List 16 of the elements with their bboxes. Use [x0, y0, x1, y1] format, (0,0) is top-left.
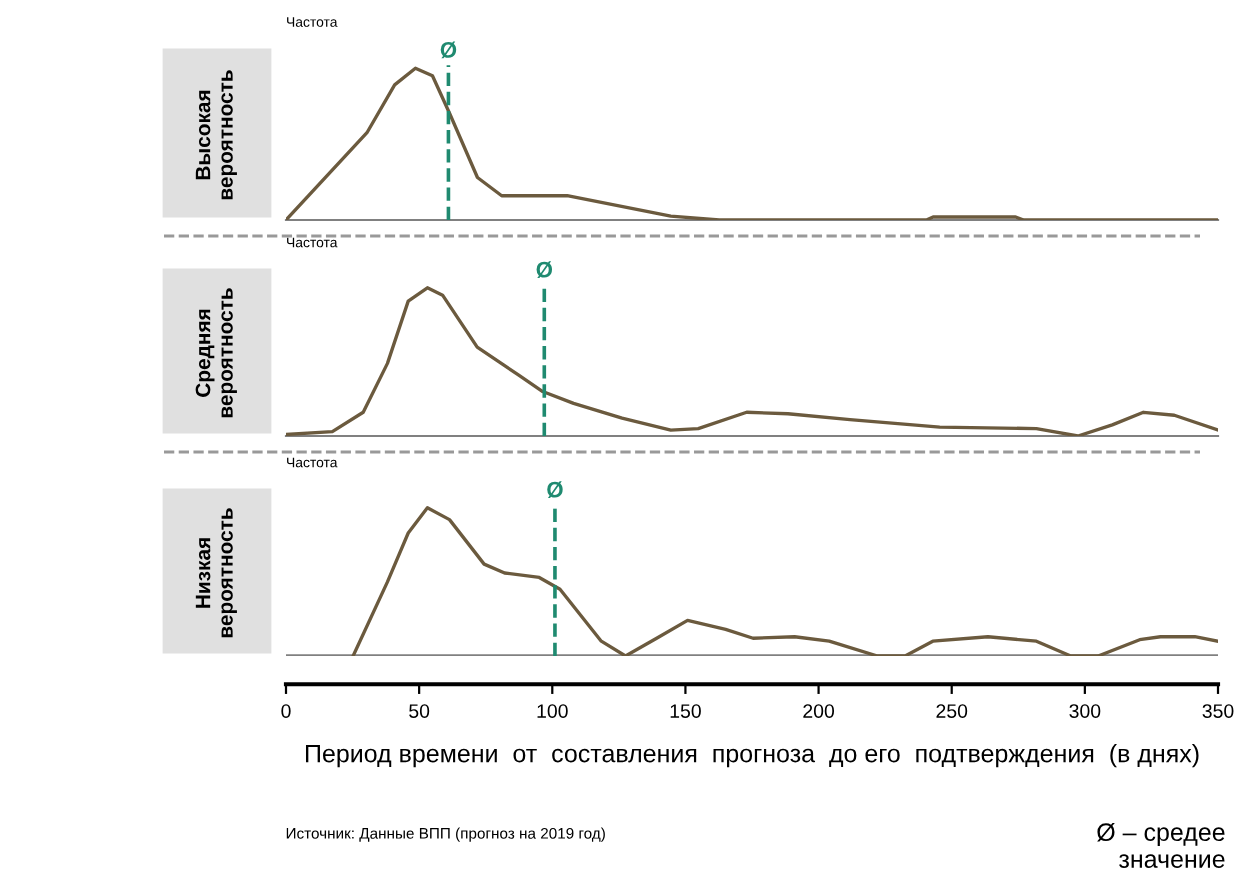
text: Средняя вероятность: [195, 288, 237, 418]
text: Низкая вероятность: [195, 508, 237, 638]
x-tick-label: 250: [936, 704, 968, 718]
x-tick-label: 100: [537, 704, 568, 718]
x-tick-label: 350: [1202, 704, 1234, 718]
ref-line-label: Ø: [536, 261, 553, 279]
ref-line-label: Ø: [440, 41, 457, 59]
x-tick-label: 150: [670, 704, 701, 718]
x-axis-title: Период времени от составления прогноза до его подтверждения (в днях): [306, 744, 1199, 768]
text: Высокая вероятность: [195, 70, 237, 200]
x-tick-label: 50: [409, 704, 430, 718]
text: Ø – средее значение: [1097, 822, 1225, 868]
ref-line-label: Ø: [547, 481, 563, 499]
x-tick-label: 300: [1069, 704, 1101, 718]
x-tick-label: 200: [803, 704, 835, 718]
x-tick-label: 0: [281, 704, 291, 718]
